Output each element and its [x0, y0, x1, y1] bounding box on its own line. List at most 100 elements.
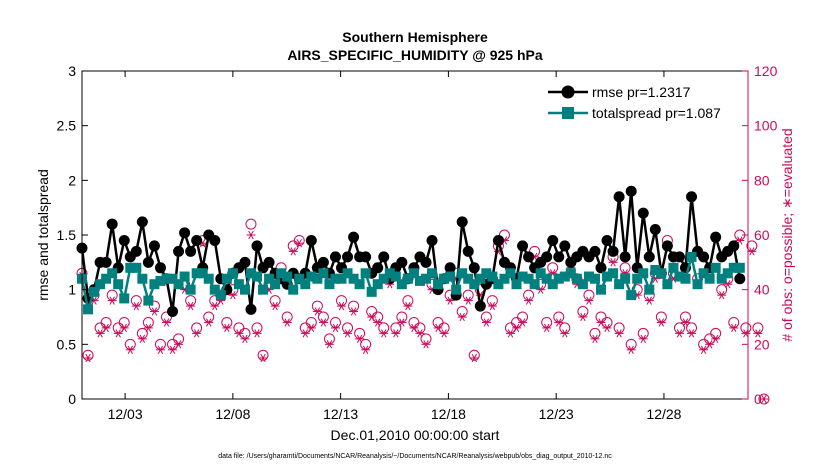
- rmse-point: [589, 245, 601, 257]
- totalspread-point: [288, 284, 299, 295]
- obs-possible-marker: [523, 289, 535, 301]
- obs-possible-marker: [619, 262, 631, 274]
- obs-evaluated-marker: [656, 318, 666, 327]
- totalspread-point: [632, 273, 643, 284]
- totalspread-point: [596, 284, 607, 295]
- obs-evaluated-marker: [343, 329, 353, 338]
- totalspread-point: [614, 279, 625, 290]
- totalspread-point: [336, 273, 347, 284]
- obs-possible-marker: [396, 311, 408, 323]
- chart-title: Southern Hemisphere: [342, 29, 488, 45]
- totalspread-point: [505, 268, 516, 279]
- legend-totalspread-label: totalspread pr=1.087: [592, 105, 721, 121]
- totalspread-point: [209, 284, 220, 295]
- obs-evaluated-marker: [246, 230, 256, 240]
- totalspread-point: [348, 273, 359, 284]
- totalspread-point: [487, 271, 498, 282]
- obs-evaluated-marker: [330, 323, 340, 333]
- totalspread-point: [300, 279, 311, 290]
- obs-possible-marker: [583, 289, 595, 301]
- obs-possible-marker: [637, 327, 649, 339]
- obs-evaluated-marker: [161, 318, 171, 327]
- totalspread-point: [427, 268, 438, 279]
- rmse-point: [372, 262, 384, 274]
- obs-evaluated-marker: [397, 318, 407, 327]
- obs-evaluated-marker: [596, 318, 606, 327]
- obs-evaluated-marker: [288, 247, 298, 256]
- obs-evaluated-marker: [210, 301, 220, 311]
- obs-evaluated-marker: [204, 318, 214, 327]
- totalspread-point: [372, 279, 383, 290]
- obs-possible-marker: [245, 218, 257, 230]
- obs-possible-marker: [752, 322, 764, 334]
- obs-evaluated-marker: [137, 334, 147, 344]
- totalspread-point: [143, 295, 154, 306]
- y-axis-right-label: # of obs: o=possible; ∗=evaluated: [779, 128, 795, 341]
- rmse-point: [462, 245, 474, 257]
- obs-possible-marker: [336, 295, 348, 307]
- totalspread-point: [716, 273, 727, 284]
- y-right-tick-label: 40: [754, 282, 770, 298]
- obs-evaluated-marker: [759, 394, 769, 404]
- obs-possible-marker: [191, 322, 203, 334]
- totalspread-point: [378, 273, 389, 284]
- rmse-point: [474, 300, 486, 312]
- x-tick-label: 12/13: [323, 406, 358, 422]
- obs-evaluated-marker: [318, 318, 328, 327]
- obs-evaluated-marker: [542, 323, 552, 333]
- rmse-point: [728, 240, 740, 252]
- obs-possible-marker: [136, 327, 148, 339]
- totalspread-point: [620, 273, 631, 284]
- obs-evaluated-marker: [373, 318, 383, 327]
- y-axis-left-label: rmse and totalspread: [35, 169, 51, 301]
- totalspread-point: [644, 284, 655, 295]
- obs-possible-marker: [559, 322, 571, 334]
- rmse-point: [329, 251, 341, 263]
- obs-possible-marker: [625, 338, 637, 350]
- totalspread-point: [270, 279, 281, 290]
- y-right-tick-label: 0: [754, 391, 762, 407]
- totalspread-point: [113, 279, 124, 290]
- obs-evaluated-marker: [469, 353, 479, 363]
- obs-possible-marker: [541, 316, 553, 328]
- totalspread-point: [722, 268, 733, 279]
- obs-possible-marker: [360, 338, 372, 350]
- obs-evaluated-marker: [149, 307, 159, 316]
- totalspread-point: [710, 262, 721, 273]
- obs-evaluated-marker: [107, 296, 117, 305]
- totalspread-point: [294, 273, 305, 284]
- obs-evaluated-marker: [409, 323, 419, 333]
- rmse-point: [553, 251, 565, 263]
- obs-possible-marker: [613, 322, 625, 334]
- rmse-point: [456, 216, 468, 228]
- rmse-point: [420, 256, 432, 268]
- obs-evaluated-marker: [174, 340, 184, 349]
- obs-possible-marker: [173, 333, 185, 345]
- obs-evaluated-marker: [717, 290, 727, 300]
- obs-possible-marker: [710, 327, 722, 339]
- x-tick-label: 12/08: [215, 406, 250, 422]
- obs-evaluated-marker: [367, 312, 377, 322]
- obs-evaluated-marker: [554, 318, 564, 327]
- obs-possible-marker: [257, 349, 269, 361]
- rmse-point: [613, 191, 625, 203]
- totalspread-point: [499, 273, 510, 284]
- x-tick-label: 12/03: [108, 406, 143, 422]
- totalspread-point: [445, 271, 456, 282]
- rmse-point: [673, 251, 685, 263]
- rmse-point: [378, 251, 390, 263]
- y-left-tick-label: 3: [68, 63, 76, 79]
- obs-evaluated-marker: [560, 329, 570, 338]
- obs-evaluated-marker: [729, 323, 739, 333]
- obs-possible-marker: [269, 295, 281, 307]
- totalspread-point: [457, 268, 468, 279]
- y-left-tick-label: 0.5: [57, 336, 77, 352]
- totalspread-point: [276, 268, 287, 279]
- totalspread-point: [324, 279, 335, 290]
- obs-evaluated-marker: [234, 329, 244, 338]
- obs-possible-marker: [221, 316, 233, 328]
- obs-possible-marker: [311, 300, 323, 312]
- obs-evaluated-marker: [312, 307, 322, 316]
- x-tick-label: 12/28: [646, 406, 681, 422]
- obs-possible-marker: [673, 322, 685, 334]
